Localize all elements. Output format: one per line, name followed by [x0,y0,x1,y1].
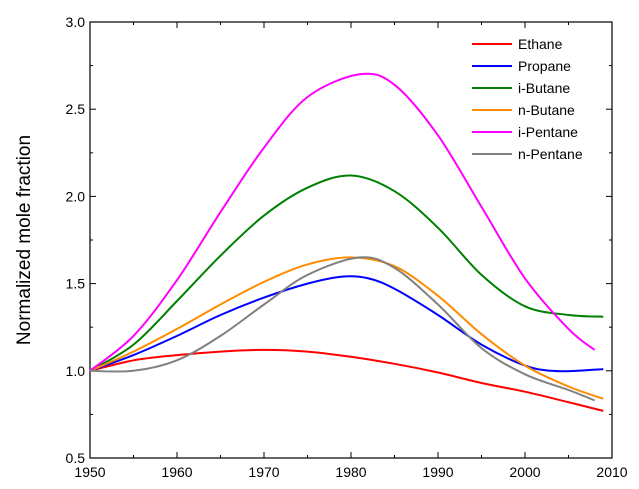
x-tick-label: 2010 [596,464,627,480]
x-tick-label: 1950 [74,464,105,480]
series-line-i-pentane [89,72,596,372]
legend-label-n-pentane: n-Pentane [518,146,583,162]
axis-ticks [89,21,613,459]
series-line-n-butane [89,256,604,400]
series-line-ethane [89,348,604,412]
x-tick-label: 2000 [509,464,540,480]
series-lines [89,72,604,412]
legend-label-propane: Propane [518,58,571,74]
legend-label-i-pentane: i-Pentane [518,124,578,140]
tick-labels: 1950 1960 1970 1980 1990 2000 2010 0.5 1.0 1.5 2.0… [66,14,628,480]
x-tick-label: 1980 [335,464,366,480]
y-tick-label: 1.0 [66,363,86,379]
series-line-propane [89,275,604,373]
x-tick-label: 1970 [248,464,279,480]
x-tick-label: 1960 [161,464,192,480]
x-tick-label: 1990 [422,464,453,480]
legend-label-ethane: Ethane [518,36,563,52]
series-line-i-butane [89,174,604,372]
y-tick-label: 2.5 [66,101,86,117]
series-line-n-pentane [89,256,595,402]
legend-label-i-butane: i-Butane [518,80,570,96]
y-tick-label: 3.0 [66,14,86,30]
y-tick-label: 2.0 [66,188,86,204]
legend-label-n-butane: n-Butane [518,102,575,118]
y-axis-title: Normalized mole fraction [14,135,35,345]
y-tick-label: 0.5 [66,450,86,466]
y-tick-label: 1.5 [66,276,86,292]
legend: Ethane Propane i-Butane n-Butane i-Pentane n-… [472,36,583,162]
